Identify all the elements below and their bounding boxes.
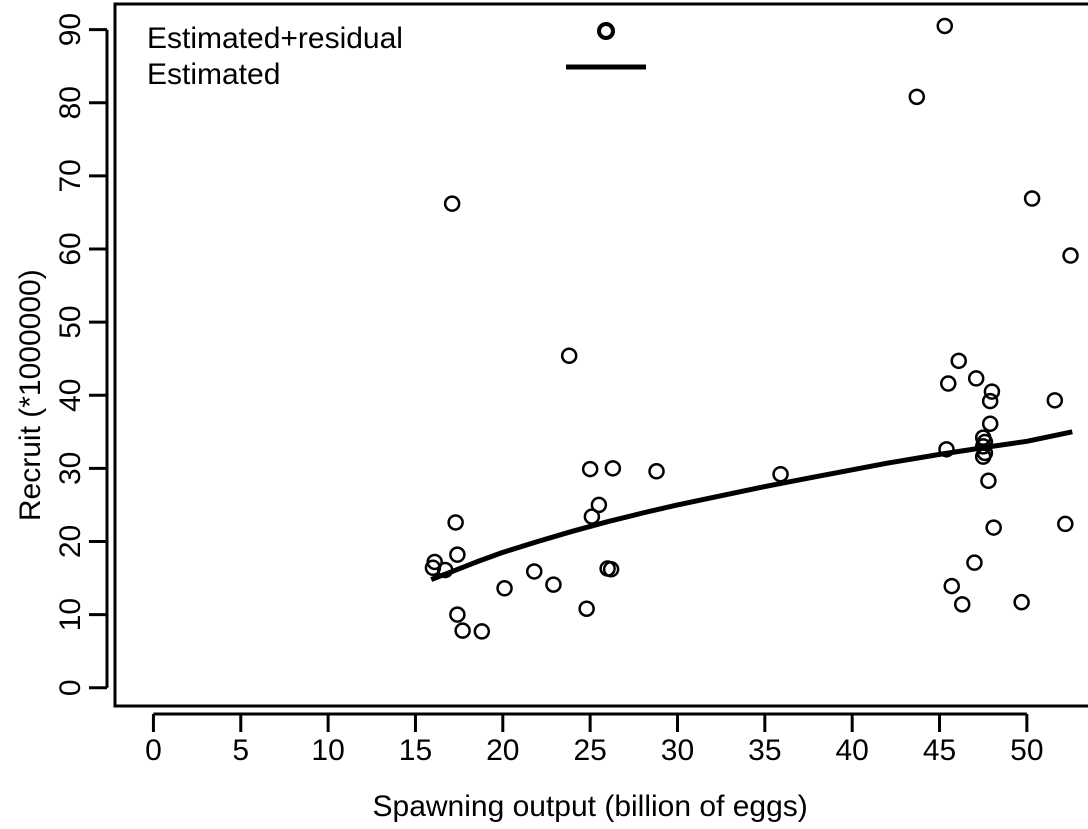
data-point [525,563,543,580]
data-point [496,580,513,597]
data-point [1057,515,1074,533]
data-point [443,195,461,212]
y-tick-label: 10 [54,598,87,631]
data-point [980,472,997,490]
data-point [1013,593,1030,611]
x-tick-label: 15 [399,734,432,767]
y-tick-label: 20 [54,525,87,558]
data-point [560,347,578,364]
x-axis-title: Spawning output (billion of eggs) [373,790,808,823]
data-point [981,415,999,432]
data-point [976,444,994,462]
plot-frame [113,2,1088,708]
data-point [578,600,595,617]
data-point [436,561,454,579]
data-point [545,576,562,593]
y-tick-label: 90 [54,13,87,46]
data-point [967,370,985,387]
data-point [604,460,622,477]
data-point [1023,190,1041,207]
x-tick-label: 25 [573,734,606,767]
data-point [950,352,967,370]
x-tick-label: 10 [311,734,344,767]
data-point [602,561,620,578]
x-tick-label: 35 [748,734,781,767]
y-tick-label: 50 [54,305,87,338]
data-point [449,606,466,623]
data-point [908,88,926,106]
legend-label-estimated-residual: Estimated+residual [147,22,403,55]
y-tick-label: 60 [54,232,87,265]
legend-label-estimated: Estimated [147,58,280,91]
data-point [583,508,601,525]
data-point [426,553,443,571]
y-tick-label: 80 [54,86,87,119]
data-point [976,433,994,451]
x-tick-label: 20 [486,734,519,767]
data-point [449,546,466,563]
data-point [983,383,1001,400]
data-point [985,519,1002,536]
data-point [447,514,464,531]
data-point [581,460,599,478]
data-point [936,17,954,35]
x-tick-label: 5 [232,734,249,767]
x-tick-label: 40 [835,734,868,767]
data-point [953,596,971,613]
data-point [454,622,471,639]
data-point [981,392,999,410]
data-point [1046,392,1064,409]
data-point [938,441,955,458]
data-point [473,623,491,640]
y-tick-label: 30 [54,452,87,485]
data-point [943,577,960,595]
y-tick-label: 40 [54,379,87,412]
y-tick-label: 0 [54,679,87,696]
x-tick-label: 30 [661,734,694,767]
x-tick-label: 0 [145,734,162,767]
y-tick-label: 70 [54,159,87,192]
data-point [648,463,665,480]
x-tick-label: 50 [1010,734,1043,767]
x-tick-label: 45 [923,734,956,767]
legend-point-symbol [597,22,615,40]
estimated-line [430,429,1073,582]
data-point [940,375,957,392]
data-point [590,496,608,514]
data-point [966,554,983,571]
data-point [772,465,789,483]
data-point [1062,247,1079,264]
y-axis-title: Recruit (*1000000) [14,269,47,521]
